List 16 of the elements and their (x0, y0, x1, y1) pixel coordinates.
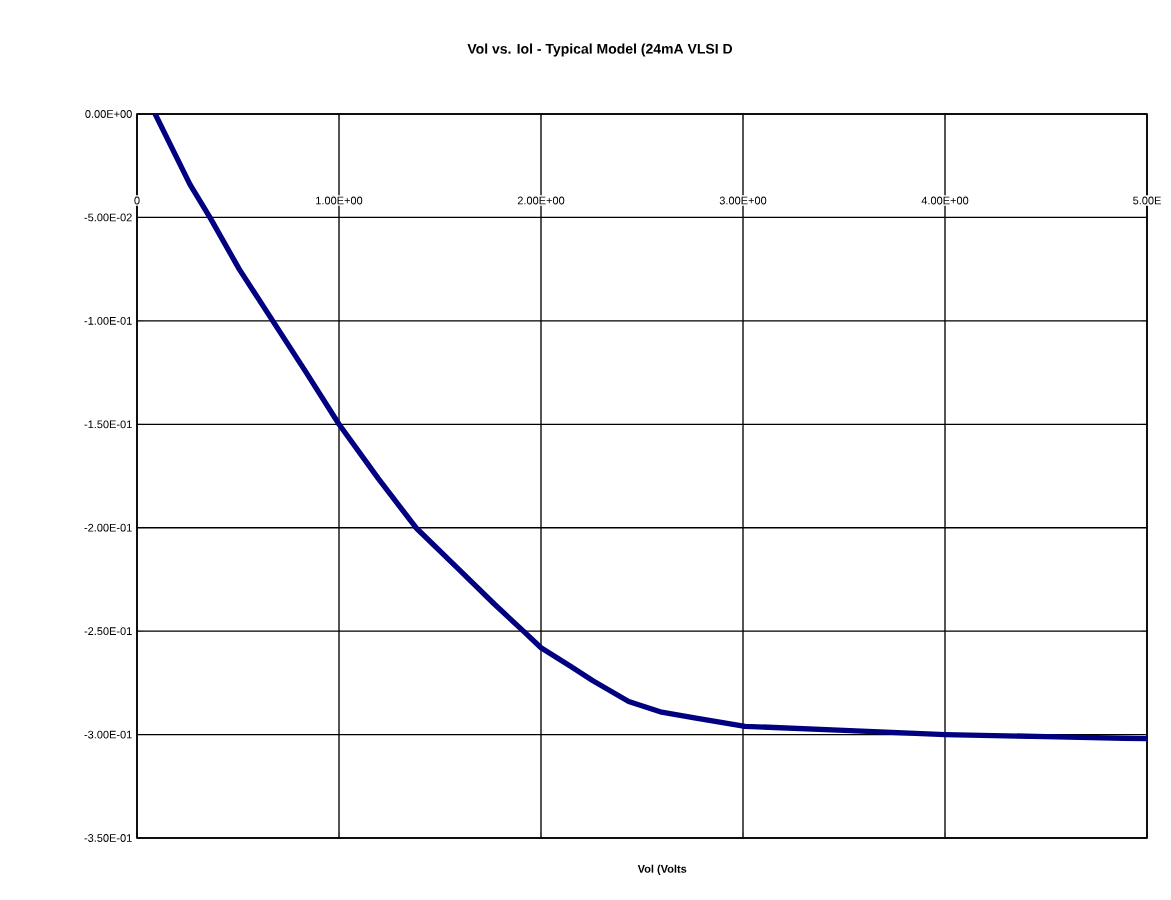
y-tick-label: -2.00E-01 (84, 523, 132, 532)
y-tick-label: 0.00E+00 (85, 110, 132, 118)
y-tick-label: -2.50E-01 (84, 627, 132, 636)
x-tick-label: 0 (134, 196, 140, 205)
x-tick-label: 3.00E+00 (719, 196, 767, 205)
y-tick-label: -1.00E-01 (84, 316, 132, 325)
y-tick-label: -1.50E-01 (84, 420, 132, 429)
x-axis-title: Vol (Volts (637, 864, 687, 875)
x-tick-label: 5.00E (1133, 196, 1161, 205)
y-tick-label: -3.00E-01 (84, 730, 132, 739)
x-tick-label: 4.00E+00 (921, 196, 969, 205)
y-tick-label: -3.50E-01 (84, 834, 132, 842)
chart-title: Vol vs. Iol - Typical Model (24mA VLSI D (467, 43, 733, 57)
x-tick-label: 1.00E+00 (316, 196, 363, 205)
x-tick-label: 2.00E+00 (517, 196, 565, 205)
y-tick-label: -5.00E-02 (84, 213, 132, 222)
